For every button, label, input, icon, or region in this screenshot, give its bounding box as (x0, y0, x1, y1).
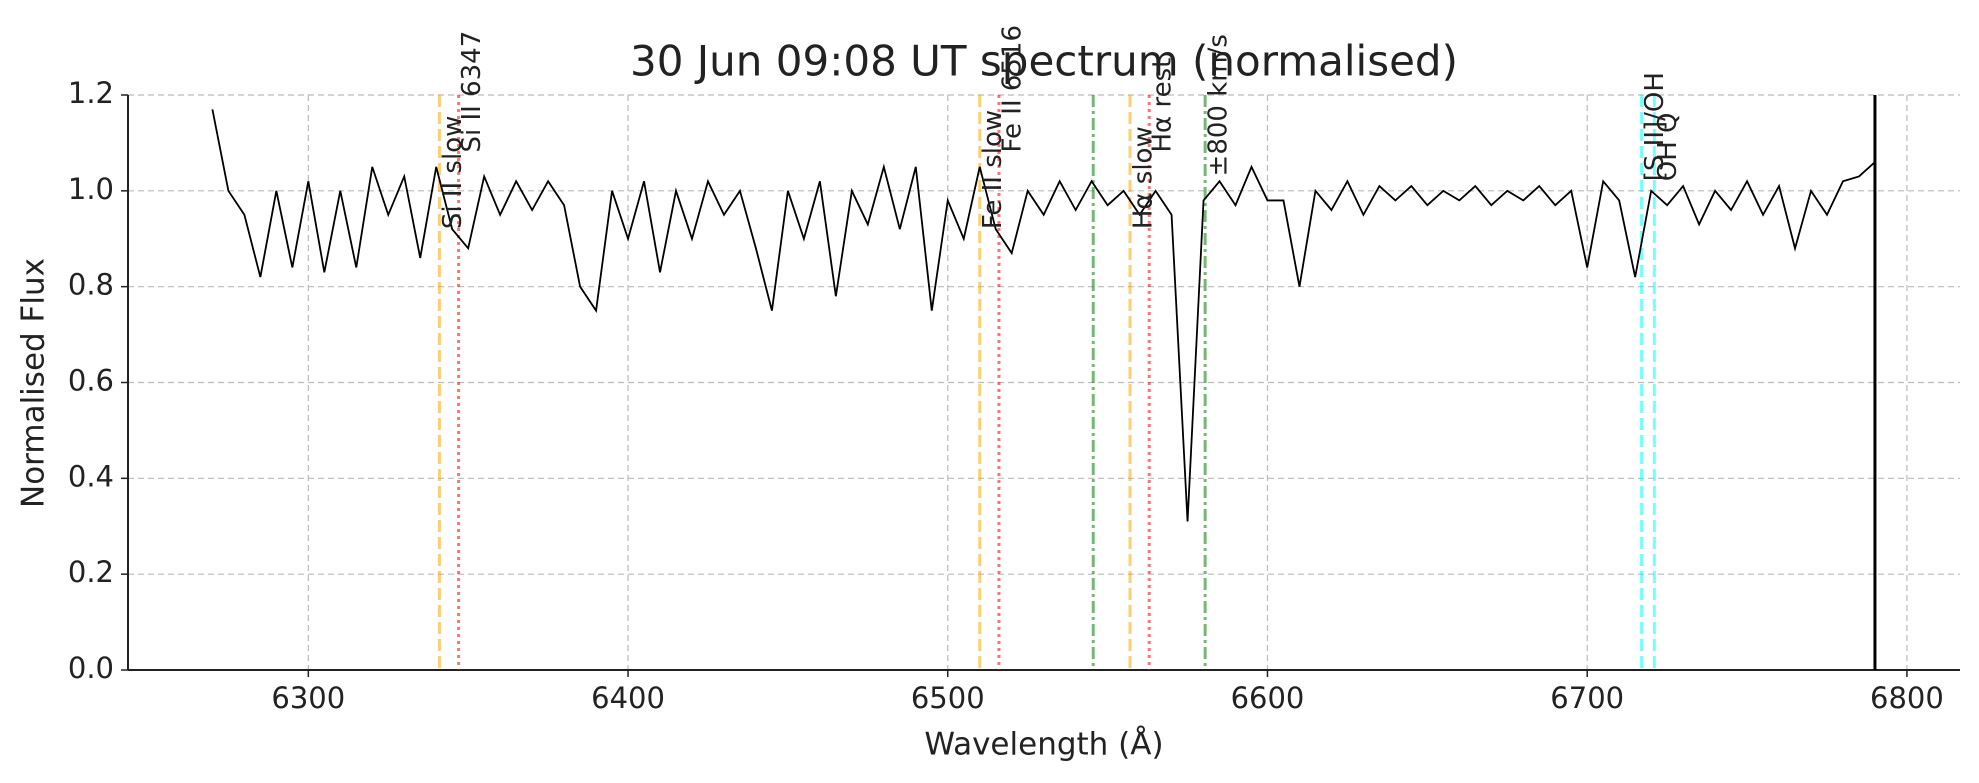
x-axis-label: Wavelength (Å) (924, 727, 1163, 763)
y-tick-label: 0.8 (68, 268, 114, 302)
reference-label: ±800 km/s (1204, 34, 1234, 176)
spectrum-line (211, 109, 1876, 522)
y-tick-label: 0.4 (68, 459, 114, 493)
y-tick-label: 0.6 (68, 364, 114, 398)
x-tick-label: 6800 (1870, 681, 1944, 715)
y-tick-label: 1.0 (68, 172, 114, 206)
x-tick-label: 6500 (911, 681, 985, 715)
x-tick-label: 6300 (271, 681, 345, 715)
x-tick-label: 6700 (1550, 681, 1624, 715)
reference-label: Hα rest (1148, 58, 1178, 153)
chart-title: 30 Jun 09:08 UT spectrum (normalised) (630, 37, 1458, 86)
reference-label: Fe II 6516 (997, 25, 1027, 153)
y-axis-label: Normalised Flux (16, 258, 52, 508)
y-tick-label: 1.2 (68, 76, 114, 110)
reference-label: Si II 6347 (457, 31, 487, 153)
y-tick-label: 0.0 (68, 651, 114, 685)
reference-label: Hα slow (1129, 126, 1159, 229)
reference-label: Si II slow (438, 116, 468, 230)
reference-label: [S II]/OH (1640, 72, 1670, 181)
x-tick-label: 6400 (591, 681, 665, 715)
x-tick-label: 6600 (1231, 681, 1305, 715)
y-tick-label: 0.2 (68, 555, 114, 589)
reference-label: OH Q (1653, 113, 1683, 182)
reference-label: Fe II slow (978, 110, 1008, 229)
